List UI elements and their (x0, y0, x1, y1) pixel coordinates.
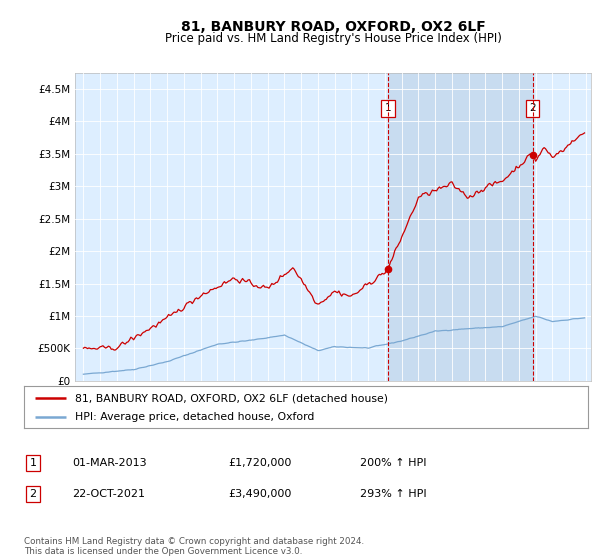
Text: 81, BANBURY ROAD, OXFORD, OX2 6LF: 81, BANBURY ROAD, OXFORD, OX2 6LF (181, 20, 485, 34)
Bar (388, 73, 533, 381)
Text: 01-MAR-2013: 01-MAR-2013 (72, 458, 146, 468)
Text: 1: 1 (385, 104, 391, 114)
Text: 2: 2 (29, 489, 37, 499)
Text: 293% ↑ HPI: 293% ↑ HPI (360, 489, 427, 499)
Text: 2: 2 (529, 104, 536, 114)
Text: HPI: Average price, detached house, Oxford: HPI: Average price, detached house, Oxfo… (75, 413, 314, 422)
Text: 200% ↑ HPI: 200% ↑ HPI (360, 458, 427, 468)
Text: 1: 1 (29, 458, 37, 468)
Text: Price paid vs. HM Land Registry's House Price Index (HPI): Price paid vs. HM Land Registry's House … (164, 32, 502, 45)
Text: 22-OCT-2021: 22-OCT-2021 (72, 489, 145, 499)
Text: 81, BANBURY ROAD, OXFORD, OX2 6LF (detached house): 81, BANBURY ROAD, OXFORD, OX2 6LF (detac… (75, 393, 388, 403)
Text: Contains HM Land Registry data © Crown copyright and database right 2024.
This d: Contains HM Land Registry data © Crown c… (24, 536, 364, 556)
Text: £1,720,000: £1,720,000 (228, 458, 292, 468)
Text: £3,490,000: £3,490,000 (228, 489, 292, 499)
